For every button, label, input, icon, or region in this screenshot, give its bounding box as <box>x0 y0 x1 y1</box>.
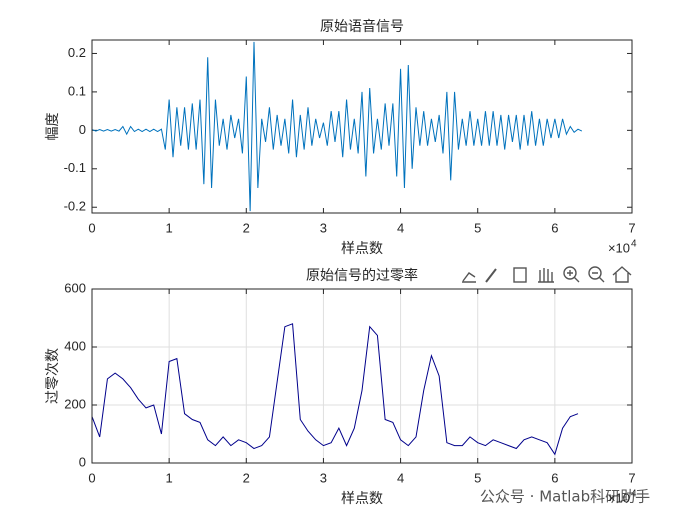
data-line <box>91 323 579 456</box>
x-tick-label: 6 <box>551 470 558 485</box>
home-icon[interactable] <box>612 266 632 283</box>
axes-box <box>91 39 633 214</box>
chart-title: 原始信号的过零率 <box>306 267 418 284</box>
datatip-icon[interactable] <box>513 267 527 283</box>
pan-icon[interactable] <box>538 268 554 283</box>
x-tick-label: 3 <box>320 220 327 235</box>
watermark: 公众号 · Matlab科研助手 <box>480 488 650 506</box>
x-exponent: 4 <box>631 489 637 500</box>
x-tick-label: 4 <box>397 470 404 485</box>
x-tick-label: 1 <box>166 220 173 235</box>
toolbar[interactable] <box>462 266 632 283</box>
y-axis-label: 幅度 <box>45 113 61 141</box>
y-tick-label: 0.2 <box>68 45 86 60</box>
x-tick-label: 5 <box>474 220 481 235</box>
y-tick-label: 600 <box>64 280 86 295</box>
x-multiplier: ×10 <box>608 240 630 255</box>
chart-title: 原始语音信号 <box>320 18 404 35</box>
x-multiplier: ×10 <box>608 490 630 505</box>
y-axis-label: 过零次数 <box>45 348 61 404</box>
x-tick-label: 7 <box>628 470 635 485</box>
zoom-out-icon[interactable] <box>588 266 602 280</box>
x-tick-label: 6 <box>551 220 558 235</box>
y-tick-label: 200 <box>64 396 86 411</box>
x-tick-label: 7 <box>628 220 635 235</box>
x-tick-label: 1 <box>166 470 173 485</box>
axes-box <box>91 288 633 464</box>
x-tick-label: 0 <box>88 220 95 235</box>
x-tick-label: 3 <box>320 470 327 485</box>
y-tick-label: 0.1 <box>68 83 86 98</box>
x-axis-label: 样点数 <box>341 241 383 257</box>
y-tick-label: 400 <box>64 338 86 353</box>
y-tick-label: -0.1 <box>64 160 86 175</box>
x-tick-label: 4 <box>397 220 404 235</box>
y-tick-label: 0 <box>79 454 86 469</box>
y-tick-label: -0.2 <box>64 199 86 214</box>
x-axis-label: 样点数 <box>341 491 383 507</box>
x-tick-label: 2 <box>243 220 250 235</box>
x-tick-label: 0 <box>88 470 95 485</box>
brush-icon[interactable] <box>485 268 497 283</box>
data-line <box>91 41 583 212</box>
x-exponent: 4 <box>631 239 637 250</box>
zoom-in-icon[interactable] <box>563 266 577 280</box>
export-icon[interactable] <box>462 272 476 283</box>
y-tick-label: 0 <box>79 122 86 137</box>
x-tick-label: 5 <box>474 470 481 485</box>
x-tick-label: 2 <box>243 470 250 485</box>
plot-area <box>92 40 632 213</box>
plot-area <box>92 289 632 463</box>
